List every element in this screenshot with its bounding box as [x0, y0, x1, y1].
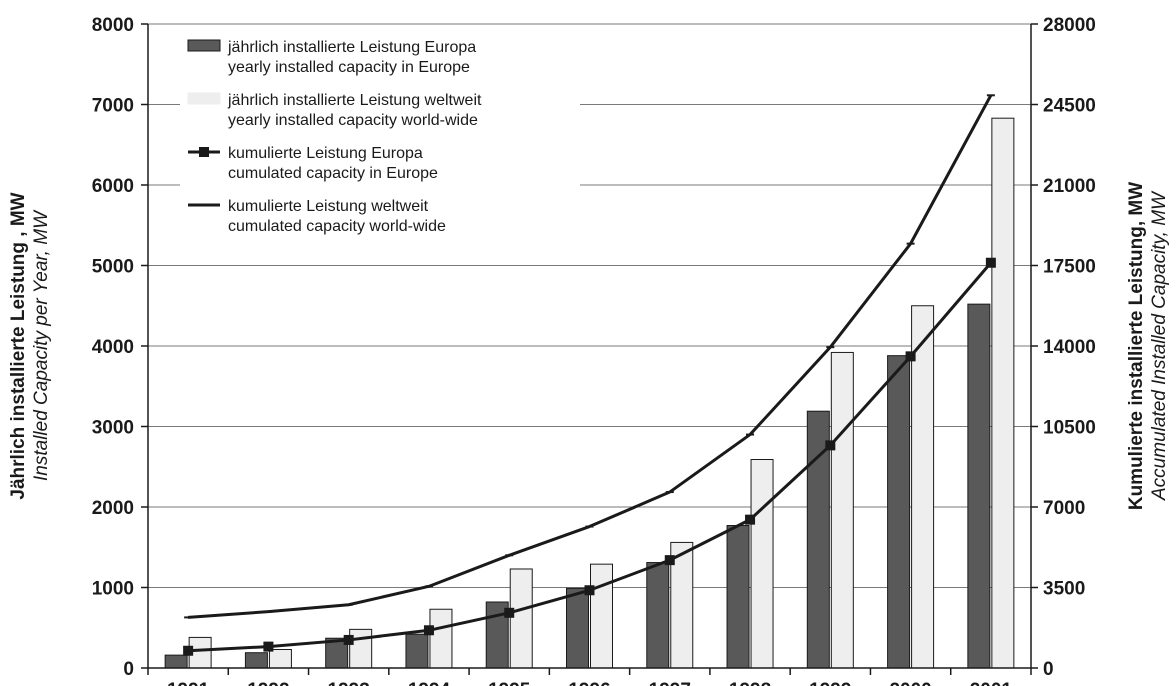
x-tick-label: 1998	[729, 680, 771, 686]
point-europe-cumulated	[423, 625, 434, 636]
x-tick-label: 1996	[568, 680, 610, 686]
bar-europe-yearly	[405, 633, 429, 669]
legend-label-en: cumulated capacity in Europe	[228, 165, 438, 182]
y-left-tick-label: 7000	[92, 96, 134, 117]
y-right-axis-title: Kumulierte installierte Leistung, MW	[1126, 182, 1147, 510]
y-left-tick-label: 1000	[92, 579, 134, 600]
y-left-tick-label: 8000	[92, 15, 134, 36]
x-tick-label: 1992	[247, 680, 289, 686]
point-europe-cumulated	[825, 440, 836, 451]
y-right-tick-label: 7000	[1043, 498, 1085, 519]
x-tick-label: 1994	[408, 680, 451, 686]
bar-europe-yearly	[726, 525, 750, 669]
y-right-axis-title-en: Accumulated Installed Capacity, MW	[1149, 190, 1170, 501]
y-right-tick-label: 3500	[1043, 579, 1085, 600]
legend: jährlich installierte Leistung Europa yea…	[180, 30, 580, 242]
bar-world-yearly	[991, 117, 1015, 669]
axes	[141, 23, 1038, 675]
y-right-tick-label: 24500	[1043, 96, 1096, 117]
bar-europe-yearly	[244, 652, 268, 669]
legend-label-en: cumulated capacity world-wide	[228, 218, 446, 235]
x-tick-label: 1997	[649, 680, 691, 686]
x-tick-label: 2001	[970, 680, 1013, 686]
bar-europe-yearly	[887, 355, 911, 669]
legend-label-en: yearly installed capacity world-wide	[228, 112, 478, 129]
legend-box	[180, 30, 580, 242]
bars	[164, 117, 1015, 669]
y-left-tick-label: 6000	[92, 176, 134, 197]
bar-world-yearly	[429, 608, 453, 669]
legend-label: jährlich installierte Leistung Europa	[227, 39, 476, 56]
y-left-tick-label: 2000	[92, 498, 134, 519]
bar-world-yearly	[509, 568, 533, 669]
bar-europe-yearly	[164, 654, 188, 669]
series-lines	[183, 94, 996, 656]
bar-europe-yearly	[646, 562, 670, 669]
point-europe-cumulated	[584, 585, 595, 596]
legend-marker	[199, 147, 209, 157]
y-right-tick-label: 0	[1043, 659, 1054, 680]
x-tick-label: 1995	[488, 680, 531, 686]
point-europe-cumulated	[183, 645, 194, 656]
point-europe-cumulated	[985, 257, 996, 268]
point-europe-cumulated	[745, 514, 756, 525]
point-europe-cumulated	[343, 634, 354, 645]
y-left-axis-title: Jährlich installierte Leistung , MW	[8, 192, 29, 499]
y-right-tick-label: 17500	[1043, 257, 1096, 278]
bar-world-yearly	[268, 648, 292, 669]
legend-label: jährlich installierte Leistung weltweit	[227, 92, 482, 109]
legend-label-en: yearly installed capacity in Europe	[228, 59, 470, 76]
x-tick-label: 2000	[889, 680, 931, 686]
y-right-tick-label: 14000	[1043, 337, 1096, 358]
x-tick-label: 1993	[328, 680, 370, 686]
bar-europe-yearly	[967, 303, 991, 669]
point-europe-cumulated	[664, 555, 675, 566]
y-left-axis-title-en: Installed Capacity per Year, MW	[31, 209, 52, 481]
bar-europe-yearly	[566, 587, 589, 669]
y-left-tick-label: 4000	[92, 337, 134, 358]
y-right-tick-label: 28000	[1043, 15, 1096, 36]
point-europe-cumulated	[504, 607, 515, 618]
x-tick-label: 1991	[167, 680, 210, 686]
point-europe-cumulated	[905, 351, 916, 362]
x-tick-label: 1999	[809, 680, 851, 686]
bar-world-yearly	[830, 351, 854, 669]
y-right-tick-label: 10500	[1043, 418, 1096, 439]
legend-swatch	[187, 92, 221, 105]
y-left-tick-label: 3000	[92, 418, 134, 439]
point-europe-cumulated	[263, 641, 274, 652]
legend-swatch	[187, 39, 221, 52]
y-left-tick-label: 5000	[92, 257, 134, 278]
legend-label: kumulierte Leistung Europa	[228, 145, 423, 162]
bar-world-yearly	[590, 563, 613, 669]
y-left-tick-label: 0	[123, 659, 134, 680]
tick-labels: 0 1000 2000 3000 4000 5000 6000 7000 8000 0 3500 70…	[92, 15, 1096, 686]
legend-label: kumulierte Leistung weltweit	[228, 198, 429, 215]
bar-world-yearly	[750, 459, 774, 669]
y-right-tick-label: 21000	[1043, 176, 1096, 197]
axis-titles: Jährlich installierte Leistung , MW Insta…	[8, 182, 1170, 510]
